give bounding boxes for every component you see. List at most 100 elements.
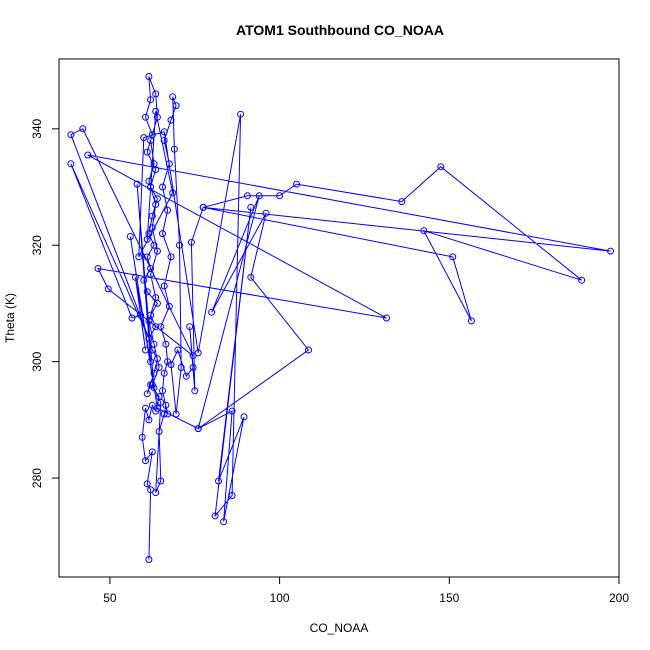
data-point — [164, 410, 172, 418]
data-point — [187, 238, 195, 246]
data-point — [145, 334, 153, 342]
data-point — [194, 425, 202, 433]
data-point — [152, 323, 160, 331]
data-point — [148, 401, 156, 409]
data-point — [189, 352, 197, 360]
x-tick-label: 200 — [609, 591, 629, 605]
data-point — [262, 209, 270, 217]
data-point — [160, 282, 168, 290]
data-point — [305, 346, 312, 354]
data-point — [164, 206, 172, 214]
data-point — [165, 302, 173, 310]
data-point — [189, 364, 197, 371]
data-point — [142, 457, 149, 465]
data-point — [140, 276, 148, 284]
data-point — [169, 189, 177, 197]
data-point — [167, 361, 175, 369]
data-point — [143, 253, 151, 261]
data-point — [150, 160, 158, 168]
data-point — [237, 110, 245, 118]
data-point — [220, 518, 228, 526]
data-point — [126, 233, 134, 240]
data-point — [174, 346, 182, 354]
data-point — [208, 308, 216, 316]
data-point — [153, 247, 161, 255]
y-tick-label: 280 — [30, 468, 44, 488]
data-point — [84, 151, 92, 159]
data-point — [182, 372, 190, 380]
data-point — [162, 340, 170, 348]
data-point — [169, 93, 177, 101]
data-point — [383, 314, 390, 322]
data-point — [243, 192, 251, 200]
data-point — [211, 512, 219, 520]
data-point — [420, 227, 428, 235]
data-point — [152, 107, 160, 115]
data-point — [255, 192, 263, 200]
data-point — [79, 125, 87, 133]
data-point — [157, 477, 165, 485]
data-point — [437, 163, 445, 171]
data-point — [142, 404, 149, 412]
y-tick-label: 300 — [30, 351, 44, 371]
data-point — [449, 253, 457, 261]
x-tick-label: 50 — [103, 591, 117, 605]
data-point — [143, 148, 151, 156]
data-point — [67, 131, 75, 139]
data-point — [145, 416, 153, 424]
data-point — [159, 387, 166, 395]
y-tick-label: 340 — [30, 119, 44, 139]
data-point — [152, 294, 160, 302]
data-point — [147, 486, 155, 494]
data-point — [140, 134, 148, 142]
data-point — [152, 489, 160, 497]
data-point — [162, 401, 170, 409]
data-point — [177, 364, 185, 371]
y-tick-label: 320 — [30, 235, 44, 255]
data-point — [194, 349, 202, 357]
data-point — [152, 90, 160, 98]
data-point — [147, 270, 155, 278]
x-axis-label: CO_NOAA — [310, 621, 369, 635]
data-point — [398, 198, 406, 206]
data-point — [167, 116, 175, 124]
data-point — [157, 323, 165, 331]
data-point — [145, 73, 153, 80]
data-point — [142, 346, 149, 354]
data-point — [145, 177, 153, 185]
data-point — [148, 212, 156, 220]
data-point — [138, 433, 146, 441]
data-point — [148, 448, 156, 456]
data-point — [276, 192, 284, 200]
data-point — [143, 390, 151, 398]
data-point — [67, 160, 75, 168]
series-layer — [67, 73, 614, 563]
data-point — [170, 145, 178, 153]
data-point — [247, 203, 255, 211]
data-point — [167, 253, 175, 261]
data-point — [153, 355, 161, 363]
data-point — [240, 413, 248, 421]
data-point — [165, 160, 173, 168]
data-point — [150, 340, 158, 348]
data-point — [145, 556, 153, 563]
data-point — [191, 387, 199, 395]
data-point — [147, 137, 155, 144]
data-point — [159, 230, 166, 238]
x-tick-label: 100 — [270, 591, 290, 605]
data-point — [143, 235, 151, 243]
data-point — [155, 364, 163, 371]
data-point — [135, 253, 143, 261]
y-axis-label: Theta (K) — [3, 293, 17, 343]
data-point — [143, 288, 151, 296]
data-point — [142, 113, 149, 121]
data-point — [143, 480, 151, 488]
data-point — [228, 407, 236, 415]
data-point — [467, 317, 475, 325]
data-point — [160, 369, 168, 377]
data-point — [133, 180, 141, 188]
data-point — [578, 276, 586, 284]
data-point — [155, 428, 163, 435]
chart-title: ATOM1 Southbound CO_NOAA — [236, 22, 444, 38]
data-point — [228, 492, 236, 499]
